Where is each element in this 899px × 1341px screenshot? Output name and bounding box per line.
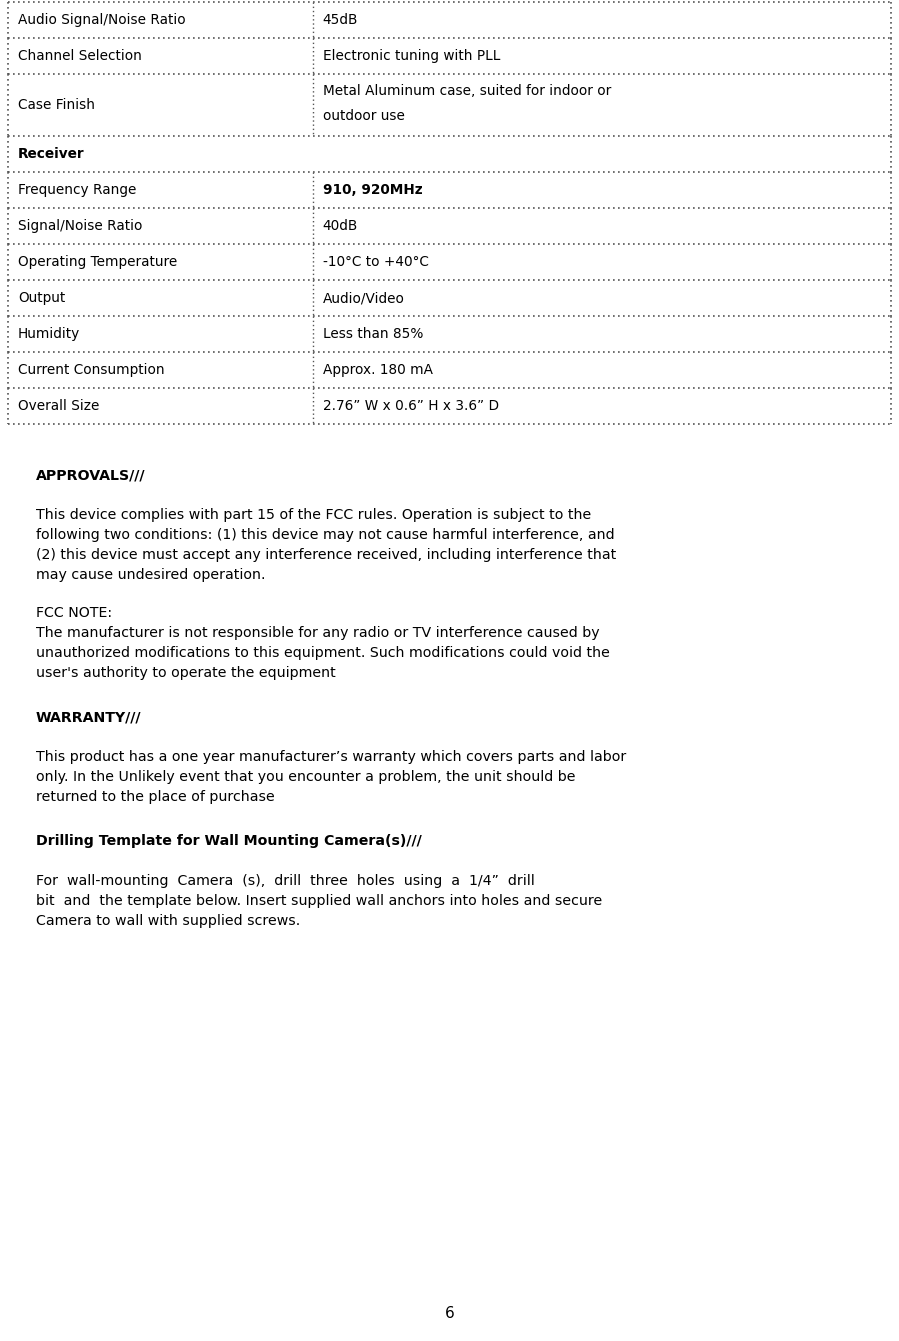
Text: -10°C to +40°C: -10°C to +40°C bbox=[323, 255, 429, 270]
Text: 40dB: 40dB bbox=[323, 219, 358, 233]
Text: Drilling Template for Wall Mounting Camera(s)///: Drilling Template for Wall Mounting Came… bbox=[36, 834, 422, 848]
Text: APPROVALS///: APPROVALS/// bbox=[36, 468, 146, 481]
Text: Approx. 180 mA: Approx. 180 mA bbox=[323, 363, 432, 377]
Text: Metal Aluminum case, suited for indoor or: Metal Aluminum case, suited for indoor o… bbox=[323, 84, 611, 98]
Text: 2.76” W x 0.6” H x 3.6” D: 2.76” W x 0.6” H x 3.6” D bbox=[323, 400, 499, 413]
Text: Audio/Video: Audio/Video bbox=[323, 291, 405, 304]
Text: user's authority to operate the equipment: user's authority to operate the equipmen… bbox=[36, 666, 335, 680]
Text: returned to the place of purchase: returned to the place of purchase bbox=[36, 790, 275, 805]
Text: Channel Selection: Channel Selection bbox=[18, 50, 142, 63]
Text: Case Finish: Case Finish bbox=[18, 98, 95, 113]
Text: WARRANTY///: WARRANTY/// bbox=[36, 709, 141, 724]
Text: Electronic tuning with PLL: Electronic tuning with PLL bbox=[323, 50, 500, 63]
Text: FCC NOTE:: FCC NOTE: bbox=[36, 606, 112, 620]
Text: 910, 920MHz: 910, 920MHz bbox=[323, 182, 423, 197]
Text: Receiver: Receiver bbox=[18, 148, 85, 161]
Text: following two conditions: (1) this device may not cause harmful interference, an: following two conditions: (1) this devic… bbox=[36, 528, 615, 542]
Text: Signal/Noise Ratio: Signal/Noise Ratio bbox=[18, 219, 142, 233]
Text: Camera to wall with supplied screws.: Camera to wall with supplied screws. bbox=[36, 915, 300, 928]
Text: For  wall-mounting  Camera  (s),  drill  three  holes  using  a  1/4”  drill: For wall-mounting Camera (s), drill thre… bbox=[36, 874, 535, 888]
Text: may cause undesired operation.: may cause undesired operation. bbox=[36, 569, 265, 582]
Text: 6: 6 bbox=[445, 1306, 454, 1321]
Text: 45dB: 45dB bbox=[323, 13, 358, 27]
Text: only. In the Unlikely event that you encounter a problem, the unit should be: only. In the Unlikely event that you enc… bbox=[36, 770, 575, 784]
Text: Output: Output bbox=[18, 291, 66, 304]
Text: (2) this device must accept any interference received, including interference th: (2) this device must accept any interfer… bbox=[36, 548, 616, 562]
Text: This product has a one year manufacturer’s warranty which covers parts and labor: This product has a one year manufacturer… bbox=[36, 750, 627, 764]
Text: Current Consumption: Current Consumption bbox=[18, 363, 165, 377]
Text: outdoor use: outdoor use bbox=[323, 109, 405, 123]
Text: Operating Temperature: Operating Temperature bbox=[18, 255, 177, 270]
Text: The manufacturer is not responsible for any radio or TV interference caused by: The manufacturer is not responsible for … bbox=[36, 626, 600, 640]
Text: Humidity: Humidity bbox=[18, 327, 80, 341]
Text: This device complies with part 15 of the FCC rules. Operation is subject to the: This device complies with part 15 of the… bbox=[36, 508, 592, 522]
Text: bit  and  the template below. Insert supplied wall anchors into holes and secure: bit and the template below. Insert suppl… bbox=[36, 894, 602, 908]
Text: Frequency Range: Frequency Range bbox=[18, 182, 137, 197]
Text: Audio Signal/Noise Ratio: Audio Signal/Noise Ratio bbox=[18, 13, 185, 27]
Text: Less than 85%: Less than 85% bbox=[323, 327, 423, 341]
Text: Overall Size: Overall Size bbox=[18, 400, 100, 413]
Text: unauthorized modifications to this equipment. Such modifications could void the: unauthorized modifications to this equip… bbox=[36, 646, 610, 660]
